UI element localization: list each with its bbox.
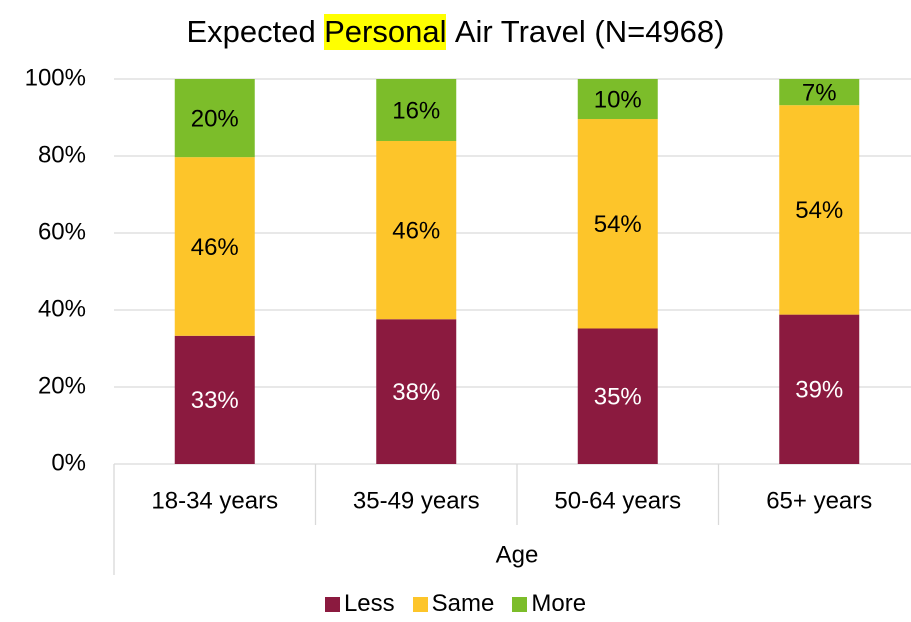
data-label: 46%	[392, 217, 440, 244]
data-label: 35%	[594, 384, 642, 411]
x-tick-label: 50-64 years	[554, 487, 681, 514]
title-part: Expected	[186, 14, 316, 49]
bar-segment	[174, 79, 255, 158]
bar-segment	[577, 79, 658, 120]
x-axis-label: Age	[496, 541, 539, 568]
y-tick-label: 80%	[38, 141, 86, 168]
bar-segment	[577, 328, 658, 464]
y-tick-label: 60%	[38, 218, 86, 245]
x-tick-label: 35-49 years	[353, 487, 480, 514]
bar-segment	[779, 105, 860, 315]
bar-segment	[174, 157, 255, 336]
data-label: 54%	[795, 197, 843, 224]
y-tick-label: 40%	[38, 295, 86, 322]
data-label: 7%	[802, 79, 837, 106]
legend: Less Same More	[0, 590, 911, 618]
bar-segment	[779, 314, 860, 464]
legend-label: Less	[343, 590, 395, 617]
data-label: 38%	[392, 379, 440, 406]
x-tick-label: 65+ years	[766, 487, 872, 514]
title-part: Air Travel (N=4968)	[454, 14, 725, 49]
legend-label: More	[531, 590, 587, 617]
y-tick-label: 20%	[38, 372, 86, 399]
data-label: 46%	[191, 234, 239, 261]
data-label: 39%	[795, 377, 843, 404]
bar-segment	[376, 319, 457, 464]
y-tick-label: 0%	[51, 449, 86, 476]
legend-item: More	[512, 590, 586, 618]
data-label: 54%	[594, 211, 642, 238]
x-tick-label: 18-34 years	[151, 487, 278, 514]
y-tick-label: 100%	[25, 64, 86, 91]
title-part: Personal	[324, 14, 447, 50]
bar-segment	[779, 79, 860, 106]
legend-swatch	[512, 596, 528, 612]
data-label: 33%	[191, 387, 239, 414]
legend-swatch	[324, 596, 340, 612]
bar-segment	[174, 335, 255, 464]
bar-segment	[376, 140, 457, 320]
legend-item: Same	[412, 590, 495, 618]
bar-segment	[376, 79, 457, 141]
legend-swatch	[412, 596, 428, 612]
legend-label: Same	[431, 590, 495, 617]
data-label: 20%	[191, 105, 239, 132]
data-label: 16%	[392, 97, 440, 124]
bar-segment	[577, 119, 658, 329]
legend-item: Less	[324, 590, 395, 618]
chart-title: Expected Personal Air Travel (N=4968)	[0, 14, 911, 50]
data-label: 10%	[594, 86, 642, 113]
